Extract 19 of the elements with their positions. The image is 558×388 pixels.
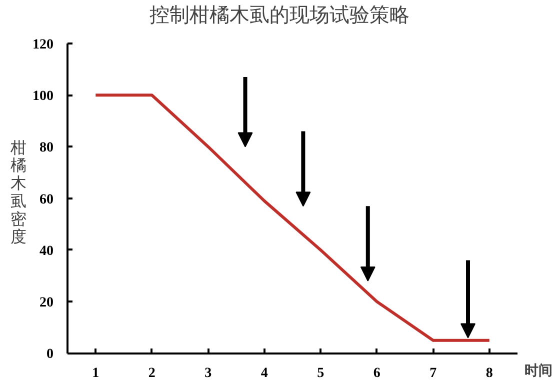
y-tick-label: 100 xyxy=(32,89,54,104)
x-tick-label: 1 xyxy=(92,366,100,382)
x-tick-label: 6 xyxy=(373,366,380,382)
x-tick-label: 2 xyxy=(148,366,156,382)
x-axis-title: 时间 xyxy=(524,362,552,379)
y-tick-label: 20 xyxy=(40,296,54,311)
x-tick-label: 4 xyxy=(260,366,268,382)
y-tick-label: 0 xyxy=(46,347,54,362)
chart-title: 控制柑橘木虱的现场试验策略 xyxy=(150,4,410,26)
y-tick-label: 60 xyxy=(40,192,54,208)
x-tick-label: 5 xyxy=(317,366,324,382)
x-tick-label: 7 xyxy=(430,366,437,382)
x-tick-label: 8 xyxy=(486,366,493,382)
y-tick-label: 40 xyxy=(40,244,54,259)
y-tick-label: 120 xyxy=(32,37,54,52)
x-tick-label: 3 xyxy=(204,366,212,382)
line-series xyxy=(94,94,491,342)
y-tick-label: 80 xyxy=(40,140,54,156)
y-axis-title: 柑橘木虱密度 xyxy=(10,140,26,246)
